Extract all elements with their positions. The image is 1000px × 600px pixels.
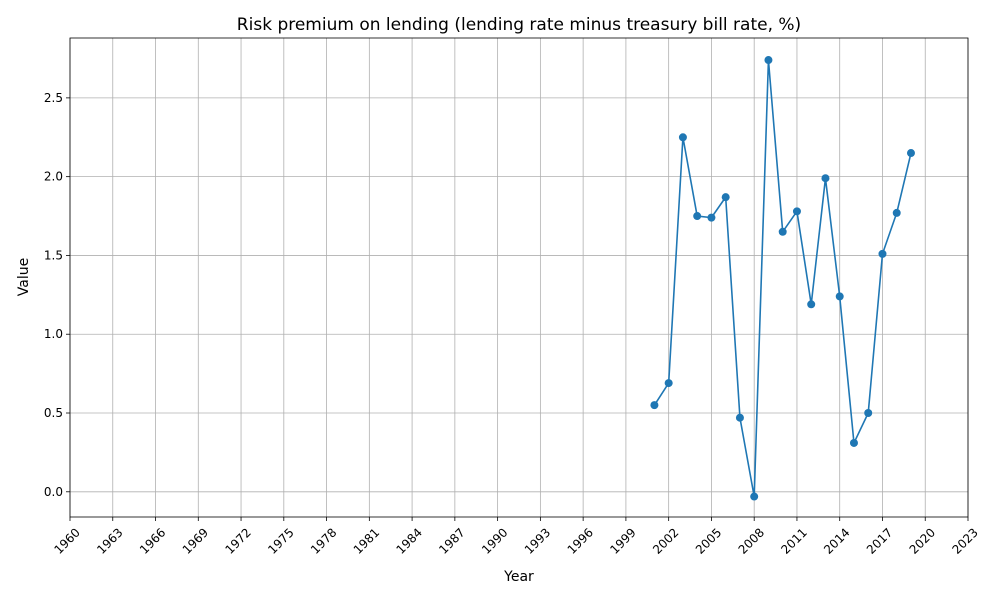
- y-tick-label: 0.5: [44, 406, 63, 420]
- data-point: [664, 379, 673, 388]
- data-point: [906, 149, 915, 158]
- plot-frame: [69, 37, 969, 518]
- x-axis-title: Year: [503, 569, 534, 585]
- x-tick-label: 2014: [821, 525, 852, 556]
- x-tick-label: 1966: [137, 525, 168, 556]
- x-tick-label: 1993: [522, 525, 553, 556]
- data-point: [864, 409, 873, 418]
- x-tick-label: 1969: [180, 525, 211, 556]
- data-point: [693, 212, 702, 221]
- y-axis: 0.0 0.5 1.0 1.5 2.0 2.5: [44, 91, 70, 499]
- x-tick-label: 2008: [736, 525, 767, 556]
- y-tick-label: 1.0: [44, 327, 63, 341]
- grid: [69, 38, 969, 517]
- y-axis-title: Value: [16, 258, 32, 296]
- y-tick-label: 2.0: [44, 170, 63, 184]
- chart-title: Risk premium on lending (lending rate mi…: [237, 15, 801, 35]
- x-tick-label: 1975: [265, 525, 296, 556]
- x-axis: 1960 1963 1966 1969 1972 1975 1978 1981 1984 1987…: [51, 517, 981, 557]
- x-tick-label: 2023: [949, 525, 980, 556]
- y-tick-label: 1.5: [44, 248, 63, 262]
- data-point: [721, 193, 730, 202]
- data-point: [735, 413, 744, 422]
- data-point: [778, 227, 787, 236]
- series-line: [653, 59, 912, 498]
- data-point: [707, 213, 716, 222]
- y-tick-label: 0.0: [44, 485, 63, 499]
- data-point: [678, 133, 687, 142]
- x-tick-label: 2020: [907, 525, 938, 556]
- data-point: [764, 56, 773, 65]
- x-tick-label: 1978: [308, 525, 339, 556]
- x-tick-label: 2002: [650, 525, 681, 556]
- x-tick-label: 2011: [778, 525, 809, 556]
- data-point: [892, 208, 901, 217]
- data-point: [750, 492, 759, 501]
- x-tick-label: 1984: [394, 525, 425, 556]
- data-point: [849, 438, 858, 447]
- x-tick-label: 1960: [51, 525, 82, 556]
- x-tick-label: 1996: [565, 525, 596, 556]
- data-point: [878, 249, 887, 258]
- x-tick-label: 1999: [607, 525, 638, 556]
- x-tick-label: 1981: [351, 525, 382, 556]
- x-tick-label: 1972: [222, 525, 253, 556]
- data-point: [835, 292, 844, 301]
- x-tick-label: 1987: [436, 525, 467, 556]
- x-tick-label: 1963: [94, 525, 125, 556]
- series-layer: [650, 56, 915, 501]
- x-tick-label: 1990: [479, 525, 510, 556]
- data-point: [821, 174, 830, 183]
- y-tick-label: 2.5: [44, 91, 63, 105]
- x-tick-label: 2005: [693, 525, 724, 556]
- data-point: [792, 207, 801, 216]
- data-point: [650, 401, 659, 410]
- data-point: [807, 300, 816, 309]
- x-tick-label: 2017: [864, 525, 895, 556]
